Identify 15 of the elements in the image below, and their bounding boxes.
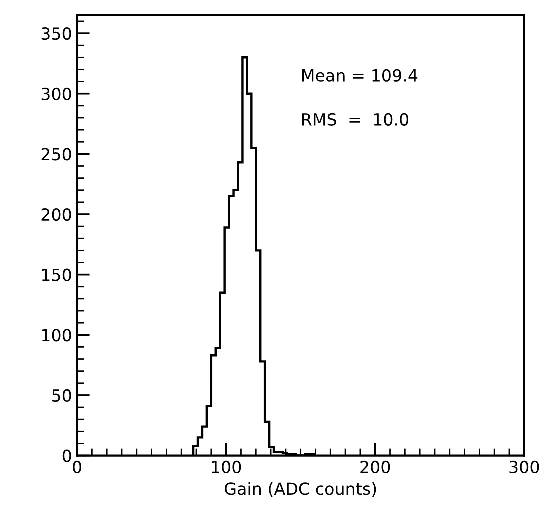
x-tick-label: 200 — [360, 460, 390, 474]
x-tick-label: 0 — [73, 460, 82, 474]
y-tick-label: 250 — [42, 148, 72, 161]
x-tick-label: 300 — [510, 460, 540, 474]
x-tick-label: 100 — [212, 460, 242, 474]
y-tick-label: 350 — [42, 28, 72, 40]
annotation: RMS = 10.0 — [302, 113, 409, 126]
y-tick-label: 300 — [42, 88, 72, 100]
y-tick-label: 150 — [42, 268, 72, 282]
y-tick-label: 0 — [62, 450, 72, 462]
y-tick-label: 50 — [52, 389, 72, 402]
y-tick-label: 200 — [42, 208, 72, 222]
y-tick-label: 100 — [42, 329, 72, 342]
x-axis-title: Gain (ADC counts) — [225, 482, 376, 498]
annotation: Mean = 109.4 — [302, 69, 418, 82]
